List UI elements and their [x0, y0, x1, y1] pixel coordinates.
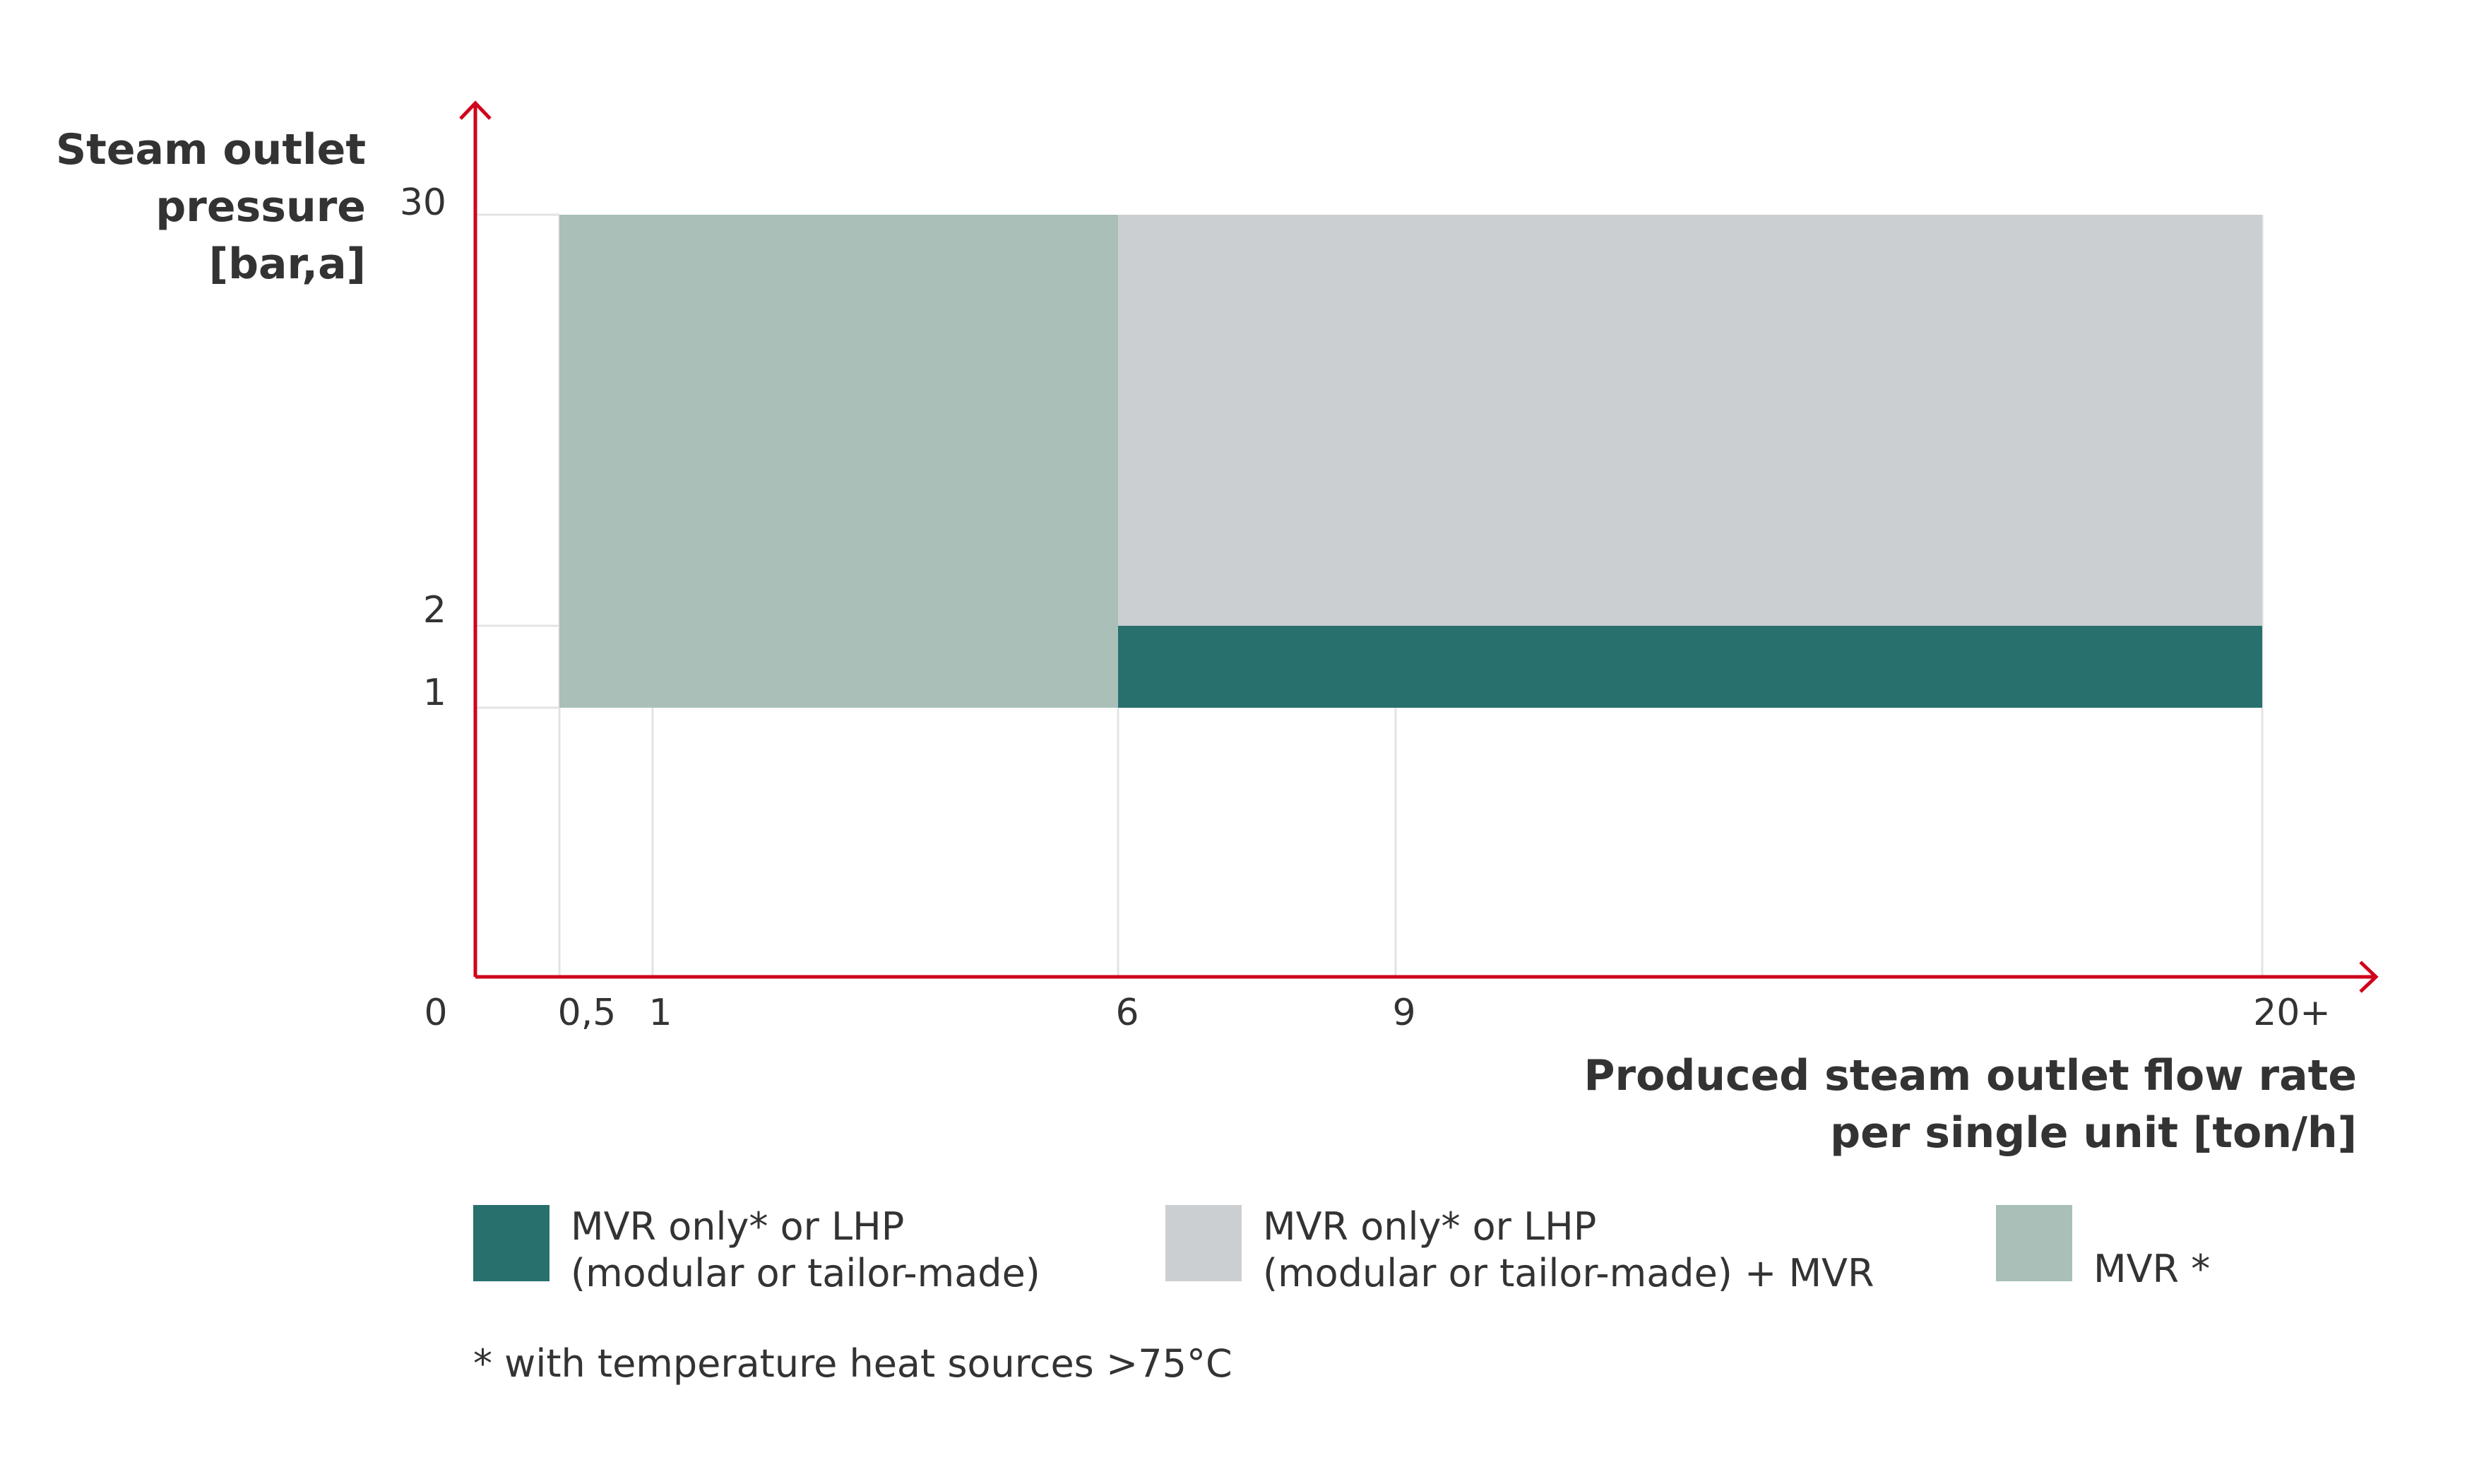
legend-swatch-light-grey	[1165, 1205, 1242, 1281]
y-axis-title-line-2: pressure	[155, 182, 366, 232]
y-axis-arrow-icon	[459, 100, 492, 120]
legend-label: MVR only* or LHP (modular or tailor-made…	[571, 1204, 1040, 1297]
legend-swatch-dark-teal	[473, 1205, 549, 1281]
y-tick-label-1: 1	[422, 672, 446, 714]
data-regions	[559, 215, 2262, 708]
region-3	[1118, 626, 2262, 708]
x-tick-label-0-5: 0,5	[557, 992, 617, 1034]
x-axis-title-line-1: Produced steam outlet flow rate	[1583, 1051, 2357, 1100]
legend-swatch-sage	[1996, 1205, 2072, 1281]
x-tick-label-0: 0	[424, 992, 448, 1034]
region-1	[559, 215, 1118, 708]
y-axis-title-line-1: Steam outlet	[55, 125, 366, 174]
x-axis-arrow-icon	[2359, 961, 2379, 993]
x-tick-label-20-plus: 20+	[2253, 992, 2331, 1034]
x-tick-label-1: 1	[648, 992, 672, 1034]
legend-label: MVR *	[2093, 1246, 2210, 1293]
x-tick-label-9: 9	[1392, 992, 1416, 1034]
x-tick-label-6: 6	[1115, 992, 1139, 1034]
region-2	[1118, 215, 2262, 626]
legend-label: MVR only* or LHP (modular or tailor-made…	[1263, 1204, 1874, 1297]
legend-label-line-1: MVR only* or LHP	[571, 1204, 905, 1249]
footnote: * with temperature heat sources >75°C	[473, 1341, 1232, 1386]
y-tick-label-30: 30	[399, 182, 446, 224]
x-axis-title-line-2: per single unit [ton/h]	[1830, 1108, 2357, 1158]
legend-label-line-2: (modular or tailor-made) + MVR	[1263, 1251, 1874, 1295]
legend-label-line-1: MVR *	[2093, 1247, 2211, 1291]
y-axis-title-line-3: [bar,a]	[208, 239, 366, 289]
y-tick-label-2: 2	[422, 589, 446, 631]
x-axis-title: Produced steam outlet flow rate per sing…	[1297, 1047, 2357, 1162]
legend-label-line-2: (modular or tailor-made)	[571, 1251, 1040, 1295]
axes	[459, 100, 2379, 993]
y-axis-title: Steam outlet pressure [bar,a]	[0, 121, 366, 293]
legend-label-line-1: MVR only* or LHP	[1263, 1204, 1597, 1249]
